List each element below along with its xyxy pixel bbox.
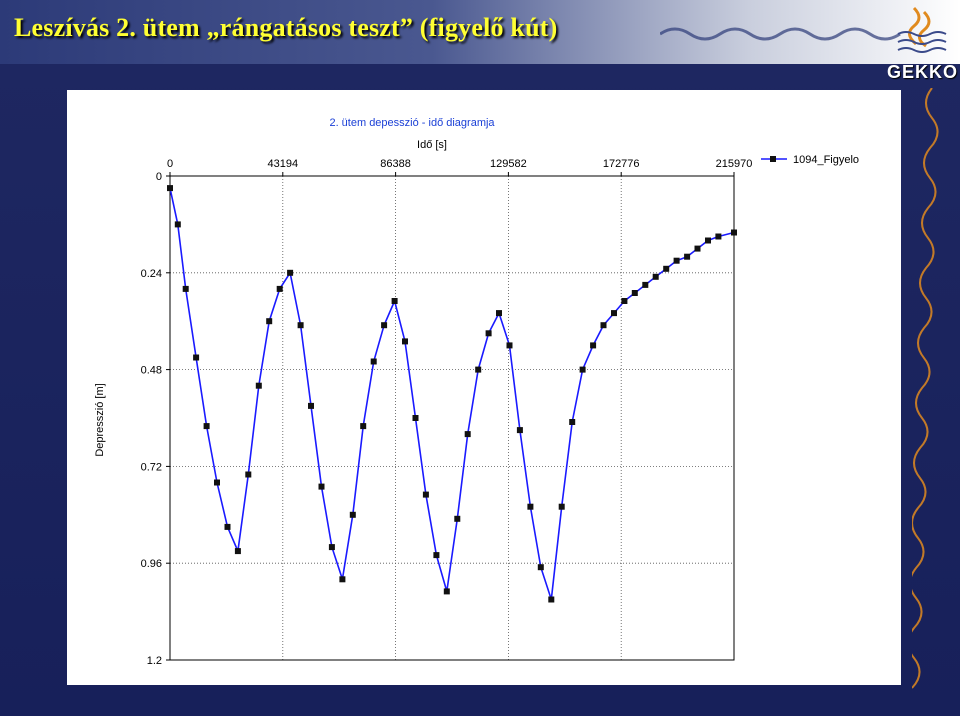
x-axis-title: Idő [s] [417,139,447,151]
data-point [537,564,544,571]
data-point [496,310,502,317]
y-tick-label: 0.24 [141,268,162,280]
data-point [360,423,367,430]
data-point [255,382,262,389]
x-tick-label: 215970 [716,158,753,170]
data-point [339,576,346,583]
data-point [174,221,181,228]
data-point [642,281,649,288]
data-point [454,515,461,522]
data-point [349,511,356,518]
data-point [485,330,492,337]
y-tick-label: 1.2 [147,655,162,667]
data-point [203,423,210,430]
data-point [328,544,335,551]
slide-header: Leszívás 2. ütem „rángatásos teszt” (fig… [0,0,960,64]
data-point [715,233,722,240]
data-point [611,310,617,317]
data-point [297,322,304,329]
data-point [579,366,586,373]
legend-marker [770,156,776,162]
data-point [234,548,241,555]
header-wave-decoration [660,27,901,41]
data-point [684,253,691,260]
data-point [443,588,450,595]
x-tick-label: 172776 [603,158,640,170]
data-point [663,265,670,272]
data-point [412,415,419,421]
data-point [381,322,388,329]
data-point [402,338,408,345]
data-point [631,290,638,296]
data-point [245,471,252,478]
data-point [287,269,294,276]
data-point [433,552,440,559]
data-point [621,298,628,304]
legend-label: 1094_Figyelo [793,154,859,166]
x-tick-label: 43194 [268,158,299,170]
data-point [569,419,576,425]
data-point [506,342,513,349]
grid-layer [170,176,734,660]
data-point [705,237,711,244]
data-point [673,257,680,264]
data-point [276,285,283,292]
data-point [391,298,398,304]
side-wave-decoration [912,88,939,689]
y-tick-label: 0.48 [141,365,162,377]
data-point [318,483,325,490]
data-point [558,503,565,510]
logo-text: GEKKO [887,62,959,82]
data-point [694,245,701,252]
data-point [516,427,523,434]
x-tick-label: 0 [167,158,173,170]
chart-title: 2. ütem depesszió - idő diagramja [329,117,495,129]
flame-waves-icon [897,6,947,53]
data-point [167,185,173,192]
chart-svg: 2. ütem depesszió - idő diagramja Idő [s… [94,117,859,667]
data-point [308,402,314,409]
slide-title: Leszívás 2. ütem „rángatásos teszt” (fig… [14,13,558,42]
chart-frame: 2. ütem depesszió - idő diagramja Idő [s… [67,90,901,685]
data-point [182,285,189,292]
data-point [600,322,607,329]
series-line [169,187,735,600]
data-point [590,342,597,349]
plot-area-border [169,175,735,661]
x-tick-label: 86388 [380,158,411,170]
data-point [527,503,534,510]
data-point [464,431,471,438]
data-point [731,229,737,236]
data-point [475,366,482,373]
y-tick-label: 0.72 [141,461,162,473]
data-point [548,596,555,603]
y-tick-label: 0 [156,171,162,183]
y-tick-label: 0.96 [141,558,162,570]
data-point [422,491,429,498]
data-point [214,479,220,486]
data-point [652,273,659,280]
legend: 1094_Figyelo [761,154,859,166]
y-axis-title: Depresszió [m] [94,383,106,456]
tick-layer: 0 43194 86388 129582 172776 215970 0 0.24 0.48 0.… [141,158,753,667]
data-point [224,523,231,530]
data-point [193,354,200,361]
data-point [266,318,273,325]
x-tick-label: 129582 [490,158,527,170]
data-point [370,358,377,365]
series-layer [167,185,737,603]
